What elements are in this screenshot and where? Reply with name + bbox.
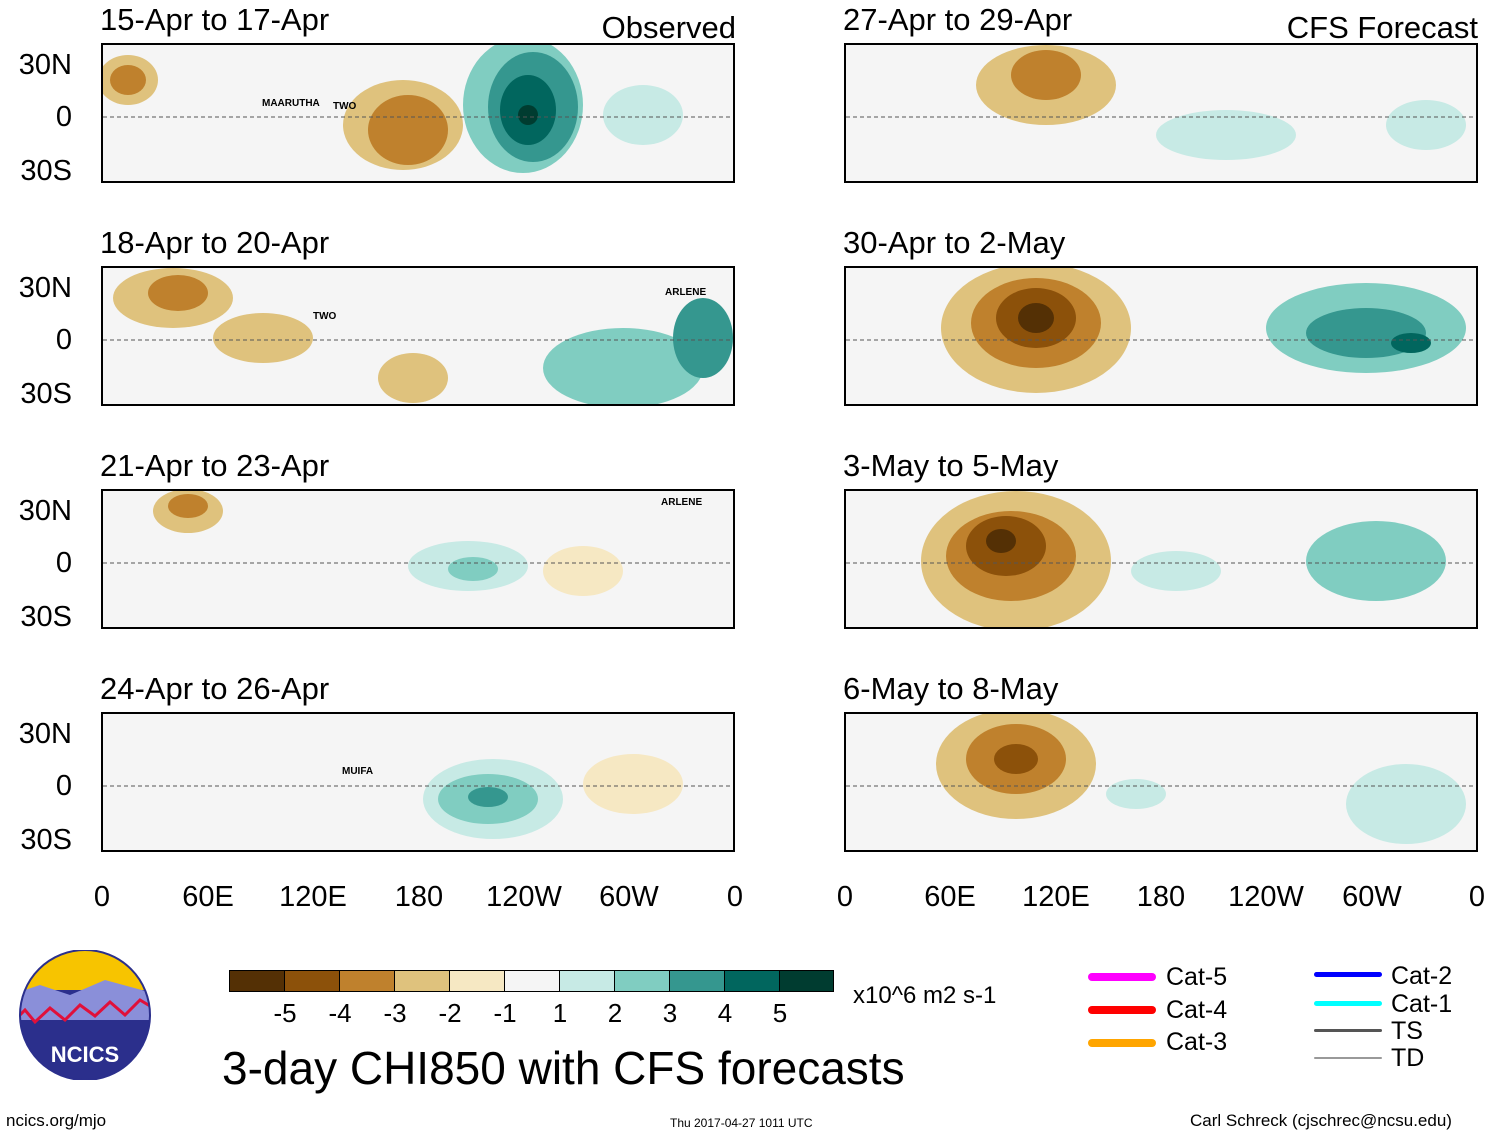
lon-label-360: 0: [726, 881, 744, 913]
legend-swatch-cat3: [1088, 1039, 1156, 1047]
lon-label-120e: 120E: [279, 881, 347, 913]
panel-title-5: 27-Apr to 29-Apr: [843, 2, 1073, 37]
colorbar-label: 1: [552, 998, 568, 1028]
lat-label-30n: 30N: [18, 272, 72, 304]
map-panel-4: [101, 712, 735, 852]
lon-label-0: 0: [836, 881, 854, 913]
storm-label-arlene: ARLENE: [661, 497, 703, 508]
lon-label-120w: 120W: [486, 881, 562, 913]
colorbar-label: 3: [662, 998, 678, 1028]
observed-column-title: Observed: [601, 10, 736, 45]
map-panel-6: [844, 266, 1478, 406]
colorbar-label: -5: [273, 998, 297, 1028]
legend-label-td: TD: [1391, 1044, 1425, 1072]
storm-label-two: TWO: [333, 101, 357, 112]
lat-label-30n: 30N: [18, 495, 72, 527]
colorbar-cell: [339, 970, 395, 992]
lon-label-120w: 120W: [1228, 881, 1304, 913]
footer-author: Carl Schreck (cjschrec@ncsu.edu): [1190, 1111, 1452, 1130]
panel-title-8: 6-May to 8-May: [843, 671, 1059, 706]
lat-label-eq: 0: [55, 324, 72, 356]
map-panel-2: [101, 266, 735, 406]
legend-label-cat2: Cat-2: [1391, 962, 1453, 990]
logo-text: NCICS: [51, 1042, 119, 1067]
storm-label-maarutha: MAARUTHA: [262, 98, 320, 109]
map-panel-8: [844, 712, 1478, 852]
colorbar-cell: [449, 970, 505, 992]
legend-swatch-cat1: [1314, 1001, 1382, 1006]
colorbar-cell: [504, 970, 560, 992]
legend-swatch-ts: [1314, 1029, 1382, 1032]
lat-label-30n: 30N: [18, 49, 72, 81]
legend-swatch-cat2: [1314, 972, 1382, 977]
panel-title-6: 30-Apr to 2-May: [843, 225, 1066, 260]
page-title: 3-day CHI850 with CFS forecasts: [222, 1042, 905, 1094]
lon-label-0: 0: [93, 881, 111, 913]
legend-swatch-td: [1314, 1057, 1382, 1059]
colorbar-cell: [614, 970, 670, 992]
lon-label-180: 180: [1136, 881, 1186, 913]
colorbar-cell: [779, 970, 834, 992]
lon-label-60w: 60W: [599, 881, 659, 913]
legend-label-cat1: Cat-1: [1391, 990, 1453, 1018]
lat-label-30n: 30N: [18, 718, 72, 750]
lat-label-eq: 0: [55, 547, 72, 579]
legend-swatch-cat4: [1088, 1006, 1156, 1014]
colorbar-cell: [394, 970, 450, 992]
panel-title-1: 15-Apr to 17-Apr: [100, 2, 330, 37]
lon-label-60e: 60E: [924, 881, 976, 913]
map-panel-1: [101, 43, 735, 183]
panel-title-2: 18-Apr to 20-Apr: [100, 225, 330, 260]
lon-label-60e: 60E: [182, 881, 234, 913]
colorbar-label: 4: [717, 998, 733, 1028]
forecast-column-title: CFS Forecast: [1286, 10, 1478, 45]
colorbar-cell: [284, 970, 340, 992]
ncics-logo: NCICS: [10, 949, 160, 1081]
lon-label-180: 180: [394, 881, 444, 913]
lat-label-30s: 30S: [20, 601, 72, 633]
map-panel-7: [844, 489, 1478, 629]
panel-title-7: 3-May to 5-May: [843, 448, 1059, 483]
colorbar-units: x10^6 m2 s-1: [853, 982, 997, 1009]
colorbar-label: 5: [772, 998, 788, 1028]
lat-label-eq: 0: [55, 101, 72, 133]
colorbar-label: 2: [607, 998, 623, 1028]
lat-label-30s: 30S: [20, 155, 72, 187]
legend-label-cat4: Cat-4: [1166, 996, 1228, 1024]
colorbar-cell: [229, 970, 285, 992]
lat-label-30s: 30S: [20, 824, 72, 856]
legend-swatch-cat5: [1088, 973, 1156, 981]
storm-label-two: TWO: [313, 311, 337, 322]
colorbar-cell: [724, 970, 780, 992]
panel-title-4: 24-Apr to 26-Apr: [100, 671, 330, 706]
legend-label-cat3: Cat-3: [1166, 1028, 1228, 1056]
colorbar-label: -2: [438, 998, 462, 1028]
map-panel-3: [101, 489, 735, 629]
colorbar-label: -1: [493, 998, 517, 1028]
lon-label-360: 0: [1468, 881, 1486, 913]
map-panel-5: [844, 43, 1478, 183]
lon-label-120e: 120E: [1022, 881, 1090, 913]
lat-label-eq: 0: [55, 770, 72, 802]
storm-label-arlene: ARLENE: [665, 287, 707, 298]
colorbar-label: -4: [328, 998, 352, 1028]
footer-url: ncics.org/mjo: [6, 1111, 107, 1130]
legend-label-cat5: Cat-5: [1166, 963, 1228, 991]
storm-label-muifa: MUIFA: [342, 766, 374, 777]
lon-label-60w: 60W: [1342, 881, 1402, 913]
footer-timestamp: Thu 2017-04-27 1011 UTC: [670, 1116, 813, 1130]
lat-label-30s: 30S: [20, 378, 72, 410]
colorbar-cell: [559, 970, 615, 992]
colorbar-label: -3: [383, 998, 407, 1028]
colorbar-cell: [669, 970, 725, 992]
legend-label-ts: TS: [1391, 1017, 1423, 1045]
panel-title-3: 21-Apr to 23-Apr: [100, 448, 330, 483]
